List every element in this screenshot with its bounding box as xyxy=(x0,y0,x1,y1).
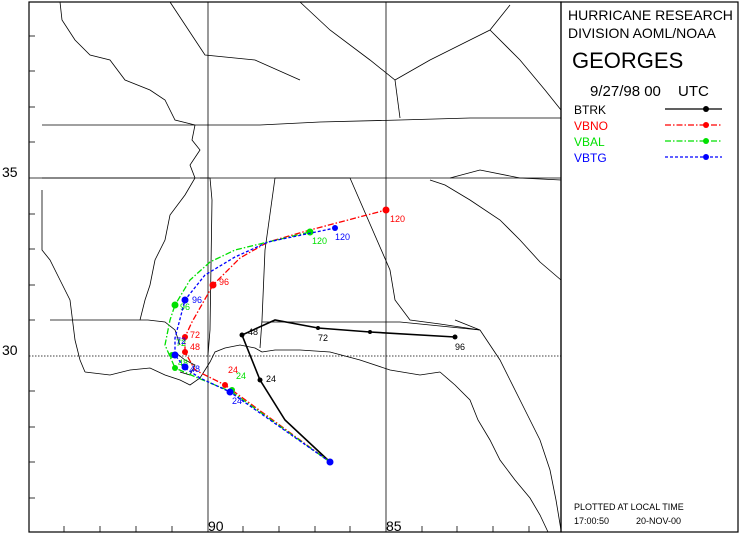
legend: BTRK VBNO VBAL VBTG xyxy=(574,103,722,165)
vbal-label-72: 72 xyxy=(176,338,186,348)
vbtg-point xyxy=(181,363,189,371)
vbtg-label-24: 24 xyxy=(232,396,242,406)
vbtg-point xyxy=(332,225,338,231)
legend-label-btrk: BTRK xyxy=(574,103,606,117)
legend-marker-vbtg xyxy=(703,154,709,160)
grid-lines xyxy=(29,2,561,532)
btrk-point xyxy=(239,332,245,338)
vbno-label-96: 96 xyxy=(219,277,229,287)
btrk-point xyxy=(316,326,320,330)
vbno-point xyxy=(382,206,390,214)
track-btrk: 24 48 72 96 xyxy=(239,319,465,465)
org-line-1: HURRICANE RESEARCH xyxy=(568,7,733,23)
btrk-label-96: 96 xyxy=(455,342,465,352)
lon-label-85: 85 xyxy=(386,518,402,534)
vbtg-line xyxy=(174,227,336,463)
track-vbno: 24 48 72 96 120 xyxy=(182,206,405,463)
vbtg-point xyxy=(171,351,179,359)
vbno-point xyxy=(222,382,228,388)
legend-label-vbtg: VBTG xyxy=(574,151,607,165)
vbno-label-72: 72 xyxy=(190,330,200,340)
lat-label-35: 35 xyxy=(2,164,18,180)
track-vbtg: 24 48 72 96 120 xyxy=(171,225,350,466)
legend-label-vbno: VBNO xyxy=(574,119,608,133)
vbtg-label-96: 96 xyxy=(192,295,202,305)
vbno-line xyxy=(184,209,387,463)
vbtg-label-120: 120 xyxy=(335,232,350,242)
vbno-label-24: 24 xyxy=(228,365,238,375)
plot-time: 17:00:50 xyxy=(574,516,609,526)
legend-marker-btrk xyxy=(703,106,709,112)
legend-marker-vbal xyxy=(703,138,709,144)
vbtg-label-72: 72 xyxy=(176,336,186,346)
btrk-point xyxy=(368,330,372,334)
vbtg-point xyxy=(226,388,234,396)
vbal-label-24: 24 xyxy=(236,371,246,381)
lat-label-30: 30 xyxy=(2,342,18,358)
vbno-label-48: 48 xyxy=(190,342,200,352)
vbal-point xyxy=(306,228,314,236)
map-frame xyxy=(28,1,562,533)
org-line-2: DIVISION AOML/NOAA xyxy=(568,25,716,41)
vbno-point xyxy=(182,349,188,355)
plotted-note: PLOTTED AT LOCAL TIME xyxy=(574,502,684,512)
state-boundaries xyxy=(41,1,562,533)
btrk-point xyxy=(257,377,263,383)
storm-name: GEORGES xyxy=(572,48,683,73)
btrk-label-48: 48 xyxy=(248,327,258,337)
vbno-label-120: 120 xyxy=(390,214,405,224)
date-time: 9/27/98 00 xyxy=(590,83,661,100)
vbtg-point xyxy=(326,458,334,466)
vbtg-label-48: 48 xyxy=(190,364,200,374)
legend-marker-vbno xyxy=(703,122,709,128)
btrk-point xyxy=(452,334,458,340)
vbal-point xyxy=(171,301,179,309)
vbal-label-48: 48 xyxy=(178,358,188,368)
vbtg-point xyxy=(181,296,189,304)
tick-marks xyxy=(29,35,530,532)
plot-date: 20-NOV-00 xyxy=(636,516,681,526)
vbal-label-120: 120 xyxy=(312,236,327,246)
vbno-point xyxy=(182,334,188,340)
info-panel-frame xyxy=(560,1,739,533)
time-zone: UTC xyxy=(678,83,709,100)
vbno-point xyxy=(209,281,217,289)
vbal-label-96: 96 xyxy=(180,302,190,312)
btrk-line xyxy=(240,319,456,463)
btrk-label-72: 72 xyxy=(318,333,328,343)
btrk-label-24: 24 xyxy=(266,374,276,384)
vbal-point xyxy=(172,365,178,371)
legend-label-vbal: VBAL xyxy=(574,135,605,149)
lon-label-90: 90 xyxy=(208,518,224,534)
